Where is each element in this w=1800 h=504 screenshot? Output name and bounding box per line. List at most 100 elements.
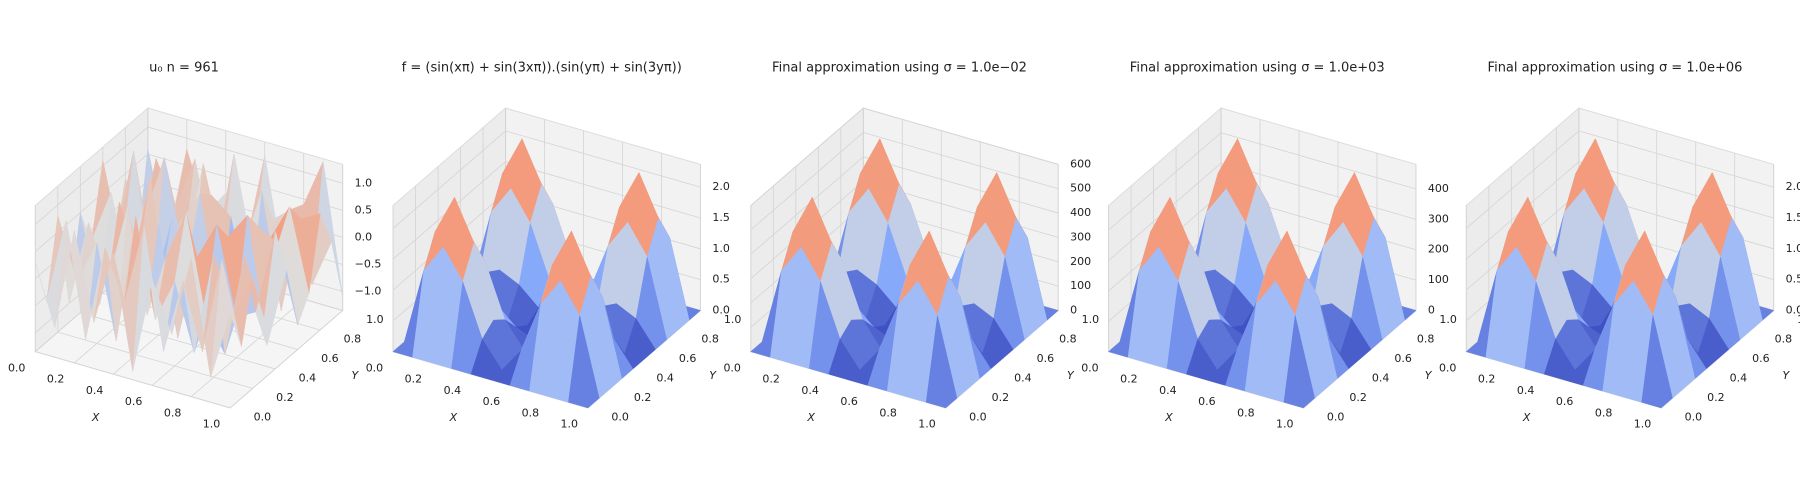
grid-line bbox=[229, 310, 343, 409]
x-tick-label: 0.2 bbox=[762, 373, 780, 386]
surface-patch bbox=[1283, 315, 1315, 409]
z-tick-label: 0.5 bbox=[355, 203, 373, 216]
y-axis-label: Y bbox=[1783, 369, 1791, 382]
x-tick-label: 0.0 bbox=[1439, 361, 1457, 374]
y-tick-label: 1.0 bbox=[1439, 313, 1457, 326]
z-tick-label: 0.5 bbox=[1786, 273, 1800, 286]
y-tick-label: 0.4 bbox=[1014, 372, 1031, 385]
grid-line bbox=[1466, 130, 1580, 229]
x-tick-label: 0.6 bbox=[840, 395, 858, 408]
grid-line bbox=[863, 132, 1059, 190]
y-tick-label: 1.0 bbox=[724, 313, 742, 326]
x-tick-label: 0.2 bbox=[1478, 373, 1496, 386]
surface-patch bbox=[568, 315, 600, 409]
z-tick-label: 2.0 bbox=[712, 180, 730, 193]
z-tick-label: 200 bbox=[1070, 255, 1091, 268]
z-tick-label: 100 bbox=[1428, 273, 1449, 286]
chart-title: Final approximation using σ = 1.0e−02 bbox=[772, 61, 1027, 76]
y-tick-label: 0.6 bbox=[679, 352, 697, 365]
grid-line bbox=[505, 161, 701, 219]
subplot: Final approximation using σ = 1.0e+06 0.0… bbox=[1439, 61, 1800, 431]
x-tick-label: 1.0 bbox=[1276, 418, 1294, 431]
x-axis-label: X bbox=[1522, 411, 1531, 424]
z-tick-label: 0.0 bbox=[1786, 303, 1800, 316]
x-tick-label: 0.4 bbox=[444, 384, 462, 397]
z-tick-label: 1.0 bbox=[712, 242, 730, 255]
chart-title: u₀ n = 961 bbox=[149, 61, 219, 76]
y-tick-label: 0.4 bbox=[1730, 372, 1748, 385]
y-tick-label: 1.0 bbox=[366, 313, 384, 326]
x-tick-label: 1.0 bbox=[918, 418, 936, 431]
y-tick-label: 0.2 bbox=[276, 391, 294, 404]
z-tick-label: 500 bbox=[1070, 182, 1091, 195]
grid-line bbox=[1108, 132, 1222, 231]
y-tick-label: 0.2 bbox=[1349, 391, 1367, 404]
x-tick-label: 0.6 bbox=[1198, 395, 1216, 408]
grid-line bbox=[35, 126, 149, 225]
grid-line bbox=[750, 107, 864, 206]
x-tick-label: 0.6 bbox=[1556, 395, 1574, 408]
y-tick-label: 0.0 bbox=[969, 411, 987, 424]
x-tick-label: 0.2 bbox=[47, 373, 65, 386]
x-tick-label: 0.6 bbox=[125, 395, 143, 408]
z-tick-label: 600 bbox=[1070, 157, 1091, 170]
y-tick-label: 0.8 bbox=[1059, 333, 1077, 346]
y-axis-label: Y bbox=[1067, 369, 1075, 382]
subplot: Final approximation using σ = 1.0e+03 0.0… bbox=[1081, 61, 1457, 431]
grid-line bbox=[1578, 161, 1774, 219]
y-tick-label: 0.2 bbox=[634, 391, 652, 404]
y-tick-label: 0.8 bbox=[701, 333, 719, 346]
y-tick-label: 0.6 bbox=[321, 352, 339, 365]
z-tick-label: 0.0 bbox=[712, 303, 730, 316]
grid-line bbox=[1220, 162, 1417, 220]
grid-line bbox=[35, 351, 231, 409]
x-tick-label: 0.2 bbox=[405, 373, 423, 386]
y-tick-label: 0.6 bbox=[1752, 352, 1770, 365]
z-tick-label: 1.5 bbox=[1786, 211, 1800, 224]
x-tick-label: 0.0 bbox=[723, 361, 741, 374]
y-tick-label: 0.8 bbox=[344, 333, 362, 346]
x-tick-label: 0.8 bbox=[164, 406, 182, 419]
z-tick-label: 0.0 bbox=[355, 230, 373, 243]
x-tick-label: 0.6 bbox=[483, 395, 501, 408]
y-tick-label: 0.4 bbox=[656, 372, 674, 385]
y-tick-label: 0.0 bbox=[254, 411, 272, 424]
z-tick-label: 0.5 bbox=[712, 273, 730, 286]
y-tick-label: 0.0 bbox=[1327, 411, 1345, 424]
grid-line bbox=[1578, 130, 1774, 188]
y-tick-label: 0.8 bbox=[1775, 333, 1793, 346]
x-tick-label: 0.4 bbox=[801, 384, 819, 397]
y-axis-label: Y bbox=[709, 369, 717, 382]
grid-line bbox=[35, 153, 149, 252]
grid-line bbox=[392, 130, 506, 229]
x-tick-label: 0.4 bbox=[1517, 384, 1535, 397]
y-tick-label: 0.8 bbox=[1417, 333, 1435, 346]
y-tick-label: 0.6 bbox=[1394, 352, 1412, 365]
x-tick-label: 0.8 bbox=[1237, 406, 1255, 419]
chart-title: f = (sin(xπ) + sin(3xπ)).(sin(yπ) + sin(… bbox=[402, 61, 682, 76]
z-tick-label: 300 bbox=[1070, 230, 1091, 243]
z-tick-label: 300 bbox=[1428, 212, 1449, 225]
x-tick-label: 1.0 bbox=[1634, 418, 1652, 431]
grid-line bbox=[147, 126, 343, 184]
y-tick-label: 0.6 bbox=[1037, 352, 1055, 365]
surface-patch bbox=[1641, 315, 1673, 409]
x-tick-label: 0.0 bbox=[366, 361, 384, 374]
z-tick-label: 0 bbox=[1428, 303, 1435, 316]
y-tick-label: 0.0 bbox=[1685, 411, 1703, 424]
y-axis-label: Y bbox=[352, 369, 360, 382]
grid-line bbox=[190, 298, 304, 397]
x-axis-label: X bbox=[91, 411, 100, 424]
grid-line bbox=[750, 156, 864, 255]
x-axis-label: X bbox=[449, 411, 458, 424]
x-tick-label: 1.0 bbox=[561, 418, 579, 431]
y-tick-label: 0.4 bbox=[1372, 372, 1390, 385]
grid-line bbox=[863, 156, 1059, 214]
grid-line bbox=[1220, 132, 1417, 190]
x-tick-label: 0.0 bbox=[1081, 361, 1099, 374]
z-tick-label: 1.5 bbox=[712, 211, 730, 224]
x-tick-label: 0.2 bbox=[1120, 373, 1138, 386]
z-tick-label: 200 bbox=[1428, 243, 1449, 256]
y-tick-label: 0.4 bbox=[299, 372, 317, 385]
